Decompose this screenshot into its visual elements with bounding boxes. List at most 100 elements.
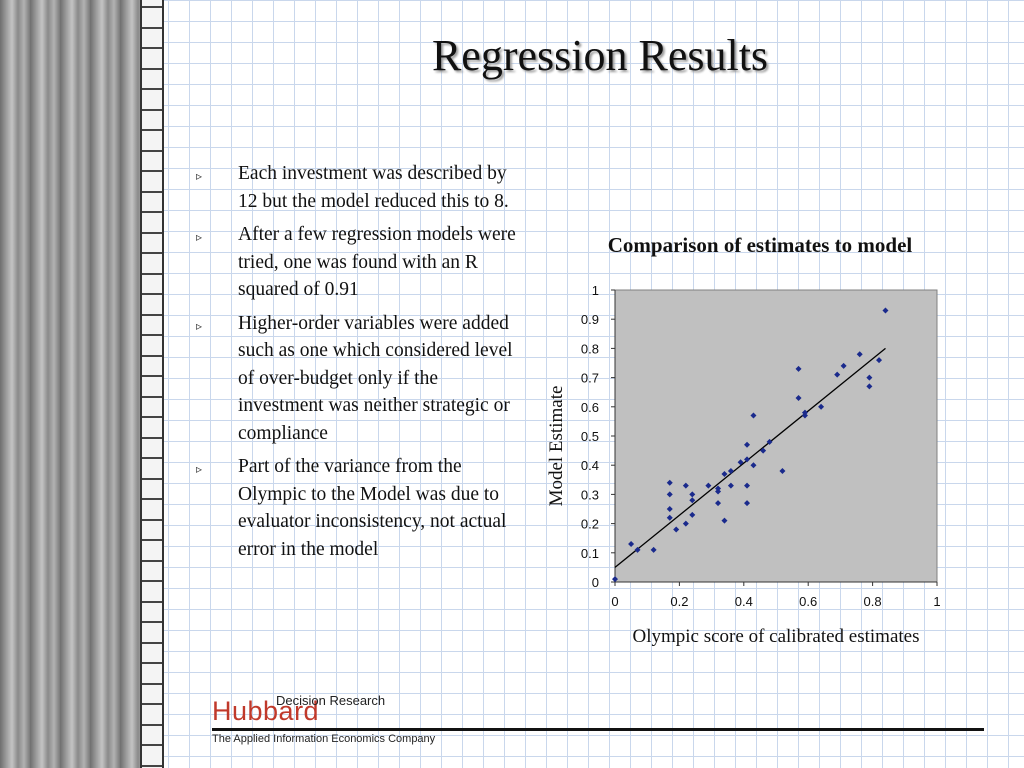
data-point <box>721 470 728 477</box>
binder-ring <box>142 724 162 726</box>
data-point <box>650 546 657 553</box>
data-point <box>666 479 673 486</box>
page-title: Regression Results <box>431 31 769 80</box>
data-point <box>856 351 863 358</box>
binder-ring <box>142 621 162 623</box>
bullet-text: Part of the variance from the Olympic to… <box>238 456 507 560</box>
data-point <box>818 403 825 410</box>
data-point <box>689 497 696 504</box>
binder-ring <box>142 703 162 705</box>
y-tick-label: 0.6 <box>581 400 599 415</box>
data-point <box>682 482 689 489</box>
binder-ring <box>142 129 162 131</box>
data-point <box>634 546 641 553</box>
bullet-text: Higher-order variables were added such a… <box>238 312 513 444</box>
bullet-marker-icon: ▹ <box>196 462 203 476</box>
footer-tagline: The Applied Information Economics Compan… <box>212 733 436 745</box>
binder-ring <box>142 580 162 582</box>
y-tick-label: 0.3 <box>581 487 599 502</box>
bullet-marker-icon: ▹ <box>196 318 203 333</box>
x-tick-label: 0.8 <box>864 594 882 609</box>
binder-ring <box>142 601 162 603</box>
data-point <box>750 412 757 419</box>
data-point <box>876 357 883 364</box>
binder-ring <box>142 27 162 29</box>
binder-ring <box>142 744 162 746</box>
data-point <box>882 307 889 314</box>
data-point <box>666 514 673 521</box>
bullet-item: ▹ Each investment was described by 12 but… <box>196 160 526 215</box>
trendline <box>614 347 886 568</box>
y-tick-label: 0.7 <box>581 371 599 386</box>
y-tick-label: 0.5 <box>581 429 599 444</box>
binder-ring <box>142 519 162 521</box>
binder-ring <box>142 334 162 336</box>
y-axis-label: Model Estimate <box>546 386 567 507</box>
binder-ring <box>142 170 162 172</box>
bullet-item: ▹ Higher-order variables were added such … <box>196 310 526 448</box>
data-point <box>689 511 696 518</box>
bullet-marker-icon: ▹ <box>196 230 203 244</box>
bullet-text: After a few regression models were tried… <box>238 224 516 300</box>
y-tick-label: 0.4 <box>581 458 599 473</box>
data-point <box>666 491 673 498</box>
y-tick-label: 0.1 <box>581 546 599 561</box>
binder-ring <box>142 252 162 254</box>
decorative-side-strip <box>0 0 140 768</box>
binder-ring <box>142 416 162 418</box>
logo-main-text: Hubbard <box>212 696 320 726</box>
binder-ring <box>142 662 162 664</box>
binder-ring <box>142 539 162 541</box>
binder-ring <box>142 498 162 500</box>
footer-divider <box>212 728 984 731</box>
binder-ring <box>142 47 162 49</box>
data-point <box>750 462 757 469</box>
data-point <box>744 441 751 448</box>
scatter-chart: 0 0.1 0.2 0.3 0.4 0.5 0.6 0.7 0.8 0.9 1 0 0.2 0.4 0.6 0… <box>546 283 941 647</box>
data-point <box>673 526 680 533</box>
binder-ring <box>142 109 162 111</box>
binder-ring <box>142 355 162 357</box>
binder-ring <box>142 191 162 193</box>
data-point <box>766 438 773 445</box>
y-tick-label: 0.2 <box>581 517 599 532</box>
binder-ring <box>142 232 162 234</box>
binder-ring <box>142 150 162 152</box>
bullet-item: ▹ After a few regression models were trie… <box>196 221 526 304</box>
data-point <box>682 520 689 527</box>
y-tick-label: 0.9 <box>581 312 599 327</box>
bullet-list: ▹ Each investment was described by 12 but… <box>196 160 526 569</box>
data-point <box>715 500 722 507</box>
binder-ring <box>142 560 162 562</box>
y-tick-label: 0.8 <box>581 341 599 356</box>
bullet-item: ▹ Part of the variance from the Olympic t… <box>196 453 526 563</box>
data-point <box>628 541 635 548</box>
data-point <box>744 456 751 463</box>
data-point <box>744 482 751 489</box>
x-tick-label: 0 <box>611 594 618 609</box>
data-point <box>795 395 802 402</box>
data-point <box>666 506 673 512</box>
binder-ring <box>142 314 162 316</box>
logo-top-text: Decision Research <box>276 693 386 708</box>
binder-rings <box>140 0 164 768</box>
data-point <box>866 374 873 381</box>
binder-ring <box>142 765 162 767</box>
x-tick-label: 0.6 <box>799 594 817 609</box>
data-point <box>721 517 728 524</box>
data-point <box>760 447 767 454</box>
binder-ring <box>142 642 162 644</box>
binder-ring <box>142 273 162 275</box>
chart-title: Comparison of estimates to model <box>607 233 913 257</box>
binder-ring <box>142 683 162 685</box>
y-tick-label: 0 <box>592 575 599 590</box>
binder-ring <box>142 396 162 398</box>
x-tick-label: 0.4 <box>735 594 753 609</box>
binder-ring <box>142 88 162 90</box>
data-point <box>779 468 786 475</box>
binder-ring <box>142 293 162 295</box>
binder-ring <box>142 478 162 480</box>
y-tick-label: 1 <box>592 283 599 298</box>
binder-ring <box>142 457 162 459</box>
data-point <box>689 491 696 498</box>
